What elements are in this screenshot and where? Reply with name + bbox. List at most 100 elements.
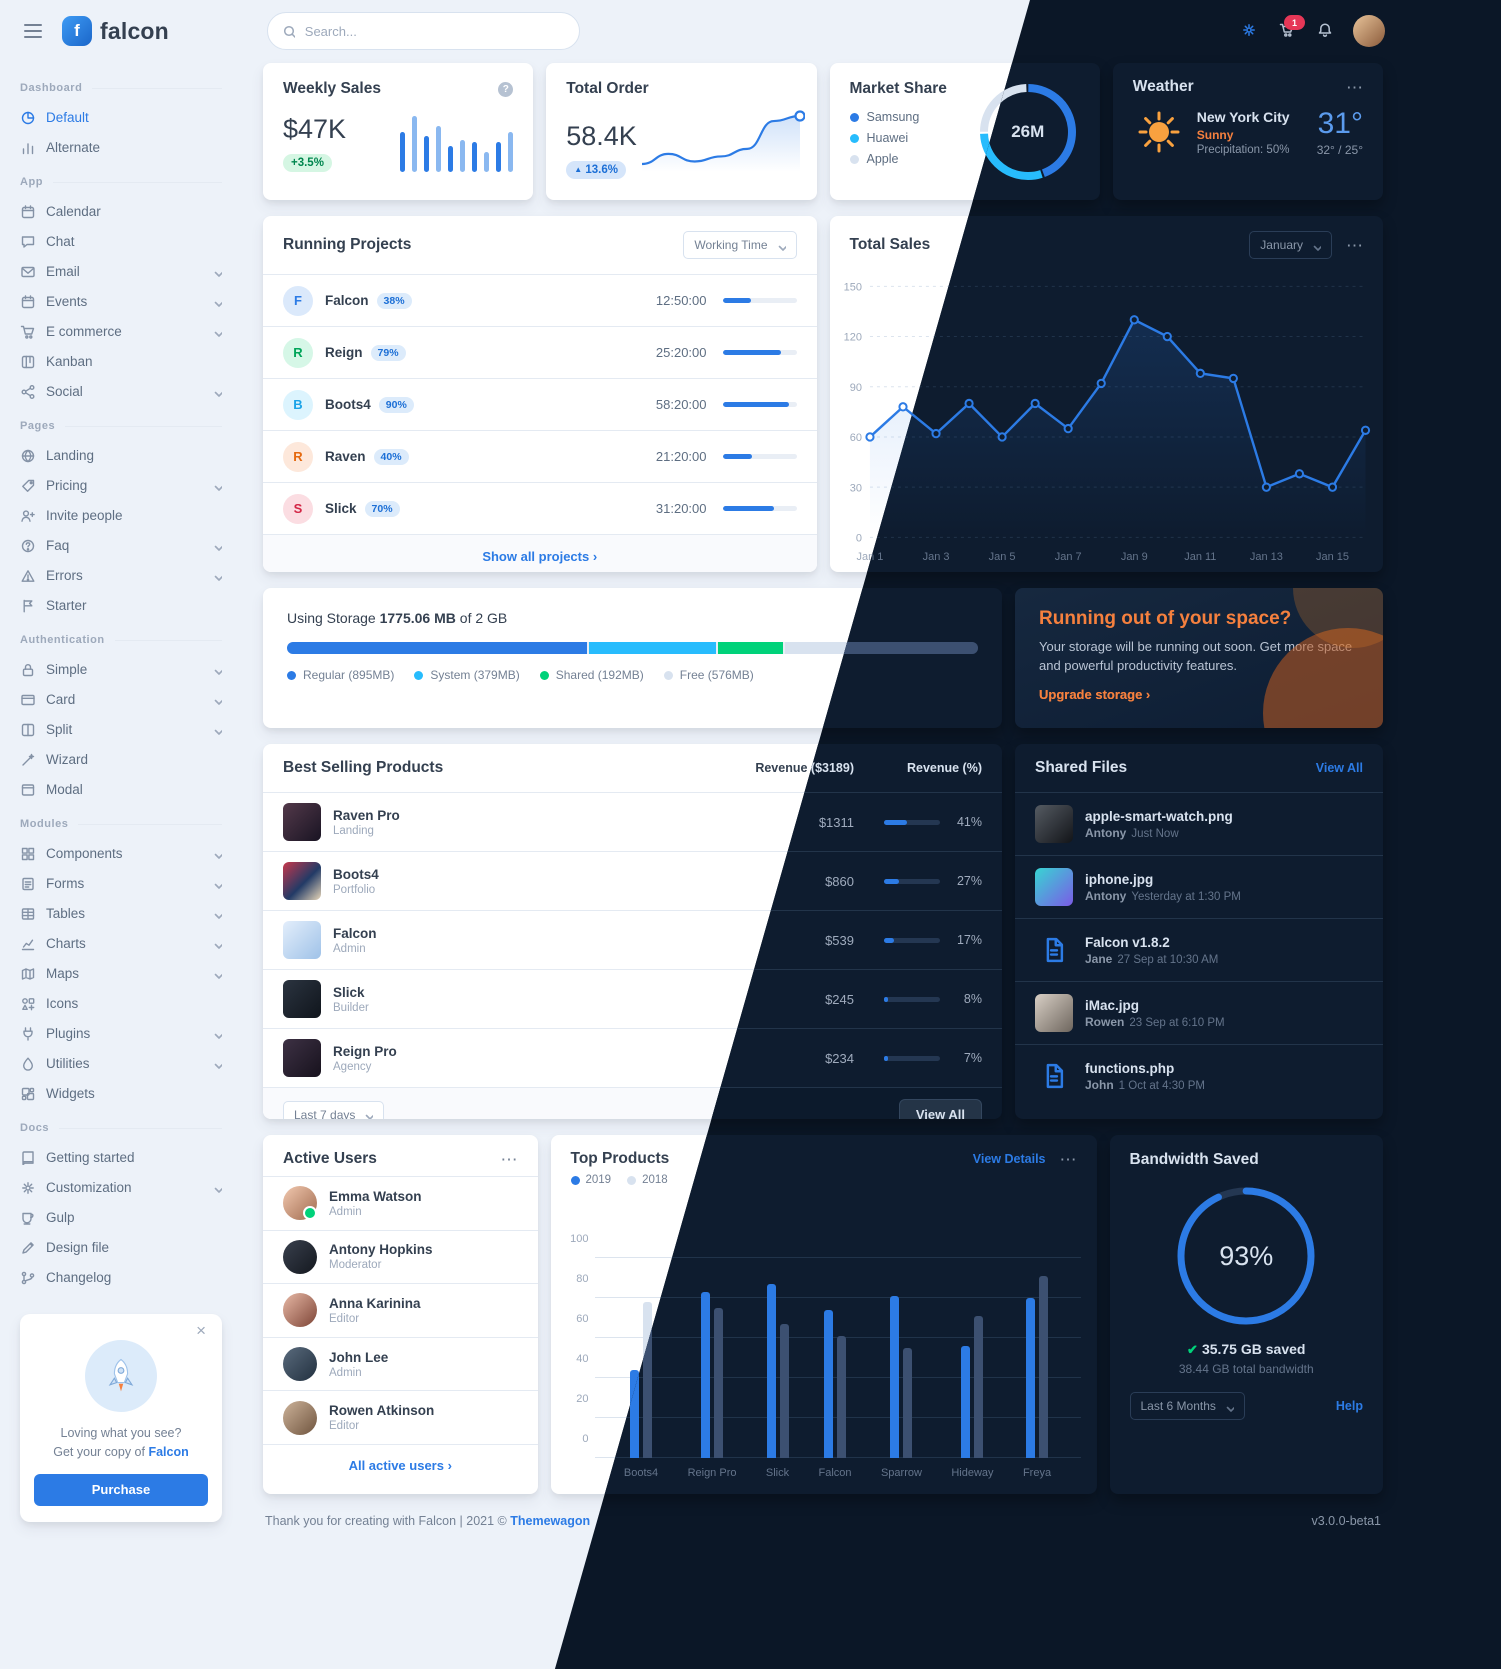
user-avatar[interactable] (1353, 15, 1385, 47)
product-name-link[interactable]: Slick (333, 984, 365, 1000)
product-revenue: $245 (825, 991, 854, 1007)
falcon-copy-link[interactable]: Falcon (148, 1444, 189, 1459)
settings-gear-button[interactable] (1239, 20, 1261, 42)
menu-toggle-button[interactable] (20, 20, 46, 42)
sidebar-item[interactable]: Modal (20, 774, 222, 804)
sidebar-item[interactable]: Components (20, 838, 222, 868)
total-order-value: 58.4K (566, 121, 637, 151)
sidebar-item[interactable]: E commerce (20, 316, 222, 346)
sidebar-item[interactable]: Events (20, 286, 222, 316)
user-row[interactable]: Emma Watson Admin (263, 1176, 538, 1230)
last-7-days-select[interactable]: Last 7 days (283, 1100, 385, 1119)
view-details-link[interactable]: View Details (972, 1152, 1046, 1166)
card-title: Shared Files (1035, 759, 1128, 776)
card-menu-icon[interactable]: ⋯ (1346, 235, 1363, 255)
upgrade-storage-link[interactable]: Upgrade storage › (1039, 686, 1151, 702)
sidebar-item[interactable]: Utilities (20, 1048, 222, 1078)
sidebar-item[interactable]: Changelog (20, 1262, 222, 1292)
sidebar-item[interactable]: Card (20, 684, 222, 714)
sidebar-item[interactable]: Plugins (20, 1018, 222, 1048)
sidebar-item[interactable]: Alternate (20, 132, 222, 162)
sidebar-item[interactable]: Kanban (20, 346, 222, 376)
view-all-link[interactable]: View All (1315, 761, 1363, 775)
sidebar-item[interactable]: Social (20, 376, 222, 406)
sidebar-item[interactable]: Starter (20, 590, 222, 620)
last-6-months-select[interactable]: Last 6 Months (1129, 1392, 1245, 1420)
product-name-link[interactable]: Raven Pro (333, 807, 400, 823)
user-row[interactable]: Anna Karinina Editor (263, 1283, 538, 1337)
product-name-link[interactable]: Falcon (333, 925, 377, 941)
cart-button[interactable]: 1 (1277, 15, 1305, 42)
sidebar-item[interactable]: Forms (20, 868, 222, 898)
sidebar-item[interactable]: Tables (20, 898, 222, 928)
sidebar-item[interactable]: Chat (20, 226, 222, 256)
user-row[interactable]: John Lee Admin (263, 1336, 538, 1391)
weekly-sales-bar-chart (400, 106, 514, 172)
project-name-link[interactable]: Reign (325, 345, 363, 360)
sidebar-item[interactable]: Getting started (20, 1142, 222, 1172)
working-time-select[interactable]: Working Time (683, 231, 797, 259)
close-icon[interactable]: × (190, 1320, 212, 1342)
purchase-button[interactable]: Purchase (34, 1473, 208, 1506)
user-row[interactable]: Antony Hopkins Moderator (263, 1229, 538, 1284)
sidebar-item-label: Design file (46, 1239, 110, 1255)
calendar-icon (21, 294, 35, 308)
sidebar-item[interactable]: Widgets (20, 1078, 222, 1108)
question-icon (21, 539, 35, 552)
storage-title: Using Storage 1775.06 MB of 2 GB (287, 610, 508, 626)
sidebar-item-label: Chat (46, 233, 75, 249)
legend-item[interactable]: 2018 (627, 1174, 668, 1186)
legend-item[interactable]: 2019 (570, 1174, 611, 1186)
sidebar-item[interactable]: Design file (20, 1232, 222, 1262)
navbar-left: f falcon (20, 16, 263, 46)
card-menu-icon[interactable]: ⋯ (1059, 1149, 1077, 1169)
sidebar-item[interactable]: Invite people (20, 500, 222, 530)
grid-icon (21, 847, 35, 860)
info-icon[interactable]: ? (498, 81, 514, 97)
sidebar-item[interactable]: Icons (20, 988, 222, 1018)
sidebar-item[interactable]: Customization (20, 1172, 222, 1202)
product-thumbnail (283, 921, 321, 959)
sidebar-item[interactable]: Gulp (20, 1202, 222, 1232)
sidebar-item[interactable]: Email (20, 256, 222, 286)
product-name-link[interactable]: Boots4 (333, 866, 379, 882)
sidebar-item[interactable]: Faq (20, 530, 222, 560)
project-progress-bar (722, 298, 797, 303)
card-menu-icon[interactable]: ⋯ (1346, 77, 1363, 97)
sidebar-item[interactable]: Pricing (20, 470, 222, 500)
calendar-icon (21, 204, 35, 218)
project-name-link[interactable]: Boots4 (325, 397, 371, 412)
brand-logo[interactable]: f falcon (62, 16, 169, 46)
sidebar-item[interactable]: Calendar (20, 196, 222, 226)
sidebar-item[interactable]: Simple (20, 654, 222, 684)
themewagon-link[interactable]: Themewagon (510, 1514, 591, 1528)
notifications-bell-button[interactable] (1315, 20, 1337, 42)
project-name-link[interactable]: Raven (325, 449, 366, 464)
help-link[interactable]: Help (1335, 1399, 1363, 1413)
product-name-link[interactable]: Reign Pro (333, 1043, 397, 1059)
month-select[interactable]: January (1249, 231, 1332, 259)
top-products-bar-chart: 100806040200Boots4Reign ProSlickFalconSp… (563, 1227, 1081, 1486)
search-input[interactable] (302, 22, 565, 40)
card-menu-icon[interactable]: ⋯ (500, 1149, 518, 1169)
upgrade-storage-link[interactable]: Upgrade storage › (1039, 686, 1151, 702)
sidebar-item[interactable]: Landing (20, 440, 222, 470)
sidebar-item[interactable]: Maps (20, 958, 222, 988)
sidebar-item[interactable]: Default (20, 102, 222, 132)
project-time: 58:20:00 (655, 397, 707, 412)
view-all-button[interactable]: View All (898, 1099, 982, 1119)
all-active-users-link[interactable]: All active users › (348, 1458, 452, 1474)
project-name-link[interactable]: Falcon (325, 293, 369, 308)
sidebar-item[interactable]: Errors (20, 560, 222, 590)
sidebar-item[interactable]: Wizard (20, 744, 222, 774)
sidebar-item[interactable]: Charts (20, 928, 222, 958)
show-all-projects-link[interactable]: Show all projects › (482, 549, 598, 564)
project-name-link[interactable]: Slick (325, 501, 357, 516)
user-row[interactable]: Rowen Atkinson Editor (263, 1390, 538, 1444)
sidebar-item[interactable]: Split (20, 714, 222, 744)
